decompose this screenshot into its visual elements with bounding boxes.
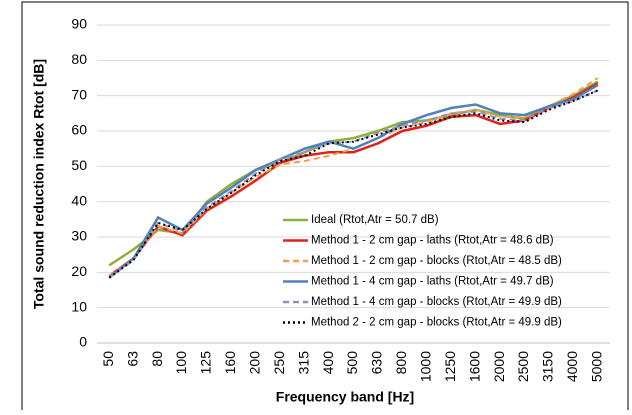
y-tick-label: 10 [71, 298, 87, 314]
x-axis-title: Frequency band [Hz] [276, 389, 414, 405]
x-tick-label: 3150 [540, 351, 556, 382]
x-tick-label: 1000 [417, 351, 433, 382]
x-tick-label: 63 [124, 351, 140, 367]
y-axis-title: Total sound reduction index Rtot [dB] [31, 59, 47, 309]
x-tick-label: 100 [173, 351, 189, 375]
y-tick-label: 40 [71, 192, 87, 208]
y-tick-label: 20 [71, 263, 87, 279]
x-tick-label: 2000 [491, 351, 507, 382]
chart-frame [21, 1, 629, 415]
y-tick-label: 0 [79, 334, 87, 350]
series-line [108, 83, 599, 279]
series-line [108, 89, 599, 279]
x-tick-label: 2500 [515, 351, 531, 382]
x-tick-label: 250 [271, 351, 287, 375]
x-tick-label: 500 [344, 351, 360, 375]
x-tick-label: 630 [369, 351, 385, 375]
legend-label: Method 2 - 2 cm gap - blocks (Rtot,Atr =… [311, 317, 562, 329]
legend: Ideal (Rtot,Atr = 50.7 dB) Method 1 - 2 c… [283, 214, 562, 329]
x-tick-label: 1250 [442, 351, 458, 382]
x-tick-label: 1600 [466, 351, 482, 382]
x-tick-label: 4000 [564, 351, 580, 382]
x-tick-label: 400 [320, 351, 336, 375]
legend-label: Ideal (Rtot,Atr = 50.7 dB) [311, 214, 439, 226]
y-tick-label: 50 [71, 157, 87, 173]
y-tick-label: 70 [71, 86, 87, 102]
legend-label: Method 1 - 2 cm gap - laths (Rtot,Atr = … [311, 235, 554, 247]
x-tick-label: 5000 [588, 351, 604, 382]
series-line [108, 82, 599, 277]
legend-label: Method 1 - 4 cm gap - laths (Rtot,Atr = … [311, 276, 554, 288]
x-tick-label: 800 [393, 351, 409, 375]
x-tick-label: 50 [100, 351, 116, 367]
legend-label: Method 1 - 2 cm gap - blocks (Rtot,Atr =… [311, 255, 562, 267]
y-tick-label: 30 [71, 228, 87, 244]
x-tick-label: 200 [246, 351, 262, 375]
y-tick-label: 90 [71, 16, 87, 32]
legend-label: Method 1 - 4 cm gap - blocks (Rtot,Atr =… [311, 296, 562, 308]
x-tick-label: 160 [222, 351, 238, 375]
x-tick-label: 125 [198, 351, 214, 375]
y-tick-label: 60 [71, 122, 87, 138]
x-tick-label: 80 [149, 351, 165, 367]
y-tick-label: 80 [71, 51, 87, 67]
x-tick-label: 315 [295, 351, 311, 375]
